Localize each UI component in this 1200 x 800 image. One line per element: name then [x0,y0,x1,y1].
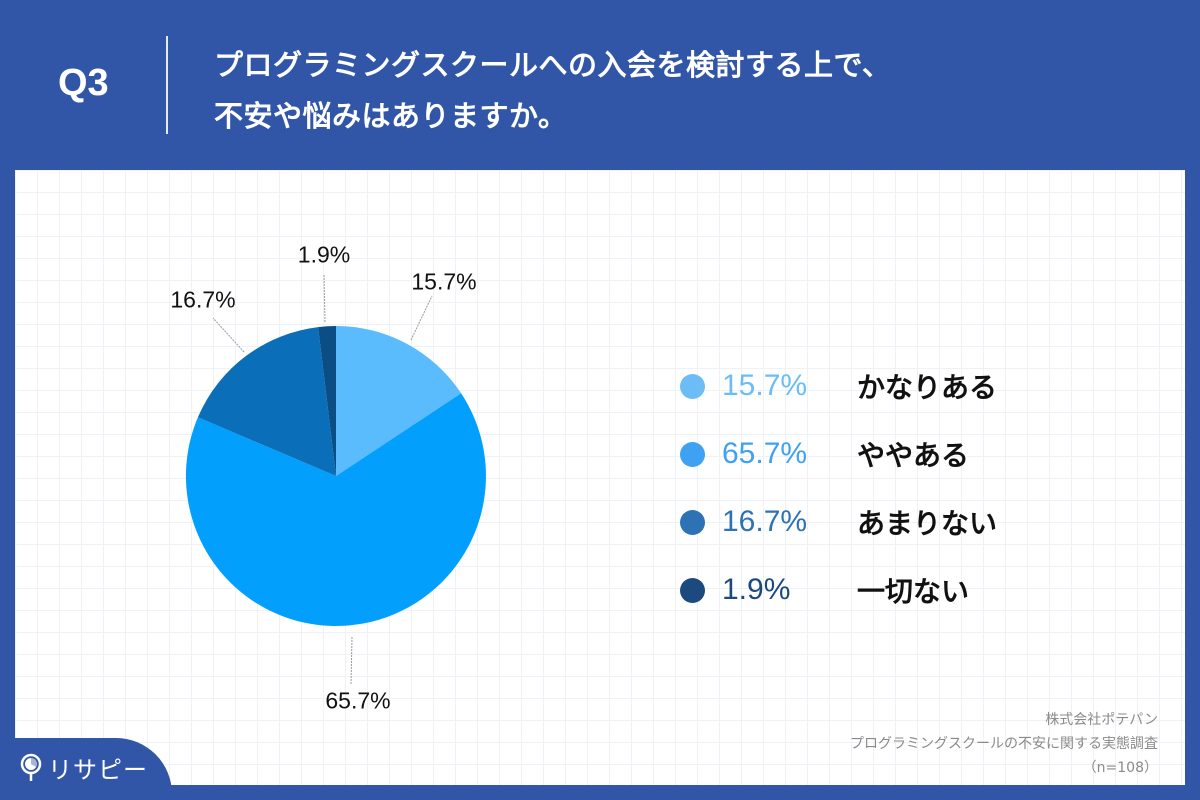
legend-item: 65.7% ややある [680,420,997,488]
legend-dot-icon [680,577,705,603]
chart-legend: 15.7% かなりある 65.7% ややある 16.7% あまりない 1.9% … [680,352,997,624]
legend-dot-icon [680,509,705,535]
legend-label: 一切ない [857,575,970,608]
pie-slice-amari-nai [197,327,336,476]
legend-percent: 65.7% [722,437,808,470]
source-survey: プログラミングスクールの不安に関する実態調査 [850,736,1158,752]
legend-label: ややある [857,439,970,472]
question-title: プログラミングスクールへの入会を検討する上で、 不安や悩みはありますか。 [214,40,891,142]
title-line-2: 不安や悩みはありますか。 [214,99,568,133]
source-sample-size: （n=108） [1082,760,1158,776]
pie-label-yaya-aru: 65.7% [325,687,391,714]
source-note: 株式会社ポテパン プログラミングスクールの不安に関する実態調査 （n=108） [850,708,1158,780]
header: Q3 プログラミングスクールへの入会を検討する上で、 不安や悩みはありますか。 [0,0,1200,170]
pie-label-amari-nai: 16.7% [170,286,236,313]
legend-percent: 16.7% [722,505,808,538]
legend-item: 1.9% 一切ない [680,556,997,624]
legend-percent: 1.9% [722,573,791,606]
pie-slice-kanari-aru [336,326,462,476]
brand-badge: リサピー [0,738,172,800]
legend-dot-icon [680,373,705,399]
leader-lines [212,273,433,685]
header-divider [166,36,168,134]
pie-label-issai-nai: 1.9% [297,241,351,268]
legend-label: かなりある [857,371,998,404]
legend-percent: 15.7% [722,369,808,402]
question-number: Q3 [58,62,109,104]
research-pin-icon [20,753,42,781]
title-line-1: プログラミングスクールへの入会を検討する上で、 [214,48,892,82]
source-company: 株式会社ポテパン [1045,712,1158,728]
pie-slice-issai-nai [318,326,336,476]
legend-dot-icon [680,441,705,467]
pie-slice-yaya-aru [185,393,486,626]
legend-item: 15.7% かなりある [680,352,997,420]
legend-label: あまりない [857,507,998,540]
legend-item: 16.7% あまりない [680,488,997,556]
pie-label-kanari-aru: 15.7% [411,268,477,295]
brand-name: リサピー [48,756,148,784]
